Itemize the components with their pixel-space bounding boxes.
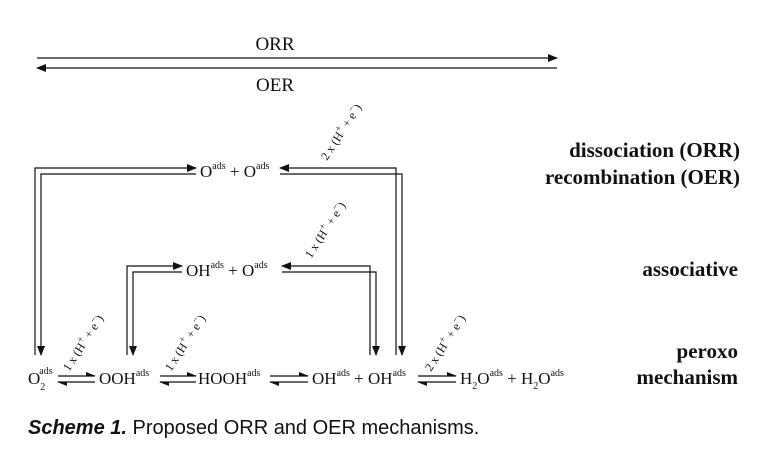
equilibrium-arrow-1	[57, 372, 96, 386]
one-proton-label-mid: 1 x (H+ + e−)	[300, 198, 348, 260]
orr-label: ORR	[255, 34, 294, 55]
equilibrium-arrow-2	[159, 372, 197, 386]
oh-to-o-top-line	[279, 164, 397, 355]
ooh-species: OOHads	[99, 368, 149, 388]
caption-text: Proposed ORR and OER mechanisms.	[133, 417, 480, 439]
caption-label: Scheme 1.	[28, 417, 127, 439]
o-plus-o-species: Oads + Oads	[200, 161, 269, 181]
one-proton-label-2: 1 x (H+ + e−)	[160, 311, 208, 373]
oh-to-o-mid-line	[281, 262, 371, 355]
two-proton-label-top: 2 x (H+ + e−)	[316, 100, 364, 162]
associative-label: associative	[642, 257, 738, 281]
oh-to-ooh-line	[129, 271, 182, 356]
o-to-oh-mid-line	[282, 271, 380, 356]
svg-text:OHads + Oads: OHads + Oads	[186, 260, 268, 280]
oer-label: OER	[256, 75, 294, 96]
recombination-label: recombination (OER)	[545, 165, 740, 189]
svg-text:Oads + Oads: Oads + Oads	[200, 161, 269, 181]
scheme-caption: Scheme 1. Proposed ORR and OER mechanism…	[28, 417, 479, 439]
equilibrium-arrow-4	[417, 372, 457, 386]
o-to-oh-top-line	[280, 173, 406, 356]
equilibrium-arrow-3	[269, 372, 309, 386]
o2-species: O2ads	[28, 366, 53, 393]
o2-to-o-dissociation-line	[34, 164, 197, 355]
oh-plus-o-species: OHads + Oads	[186, 260, 268, 280]
dissociation-label: dissociation (ORR)	[569, 138, 740, 162]
oh-plus-oh-species: OHads + OHads	[312, 368, 406, 388]
o-to-o2-recombination-line	[37, 173, 196, 356]
ooh-to-oh-line	[126, 262, 183, 355]
h2o-plus-h2o-species: H2Oads + H2Oads	[460, 368, 564, 392]
peroxo-label: peroxo	[677, 339, 738, 363]
one-proton-label-1: 1 x (H+ + e−)	[58, 311, 106, 373]
hooh-species: HOOHads	[198, 368, 261, 388]
two-proton-label-bottom: 2 x (H+ + e−)	[420, 311, 468, 373]
mechanism-label: mechanism	[637, 365, 739, 389]
